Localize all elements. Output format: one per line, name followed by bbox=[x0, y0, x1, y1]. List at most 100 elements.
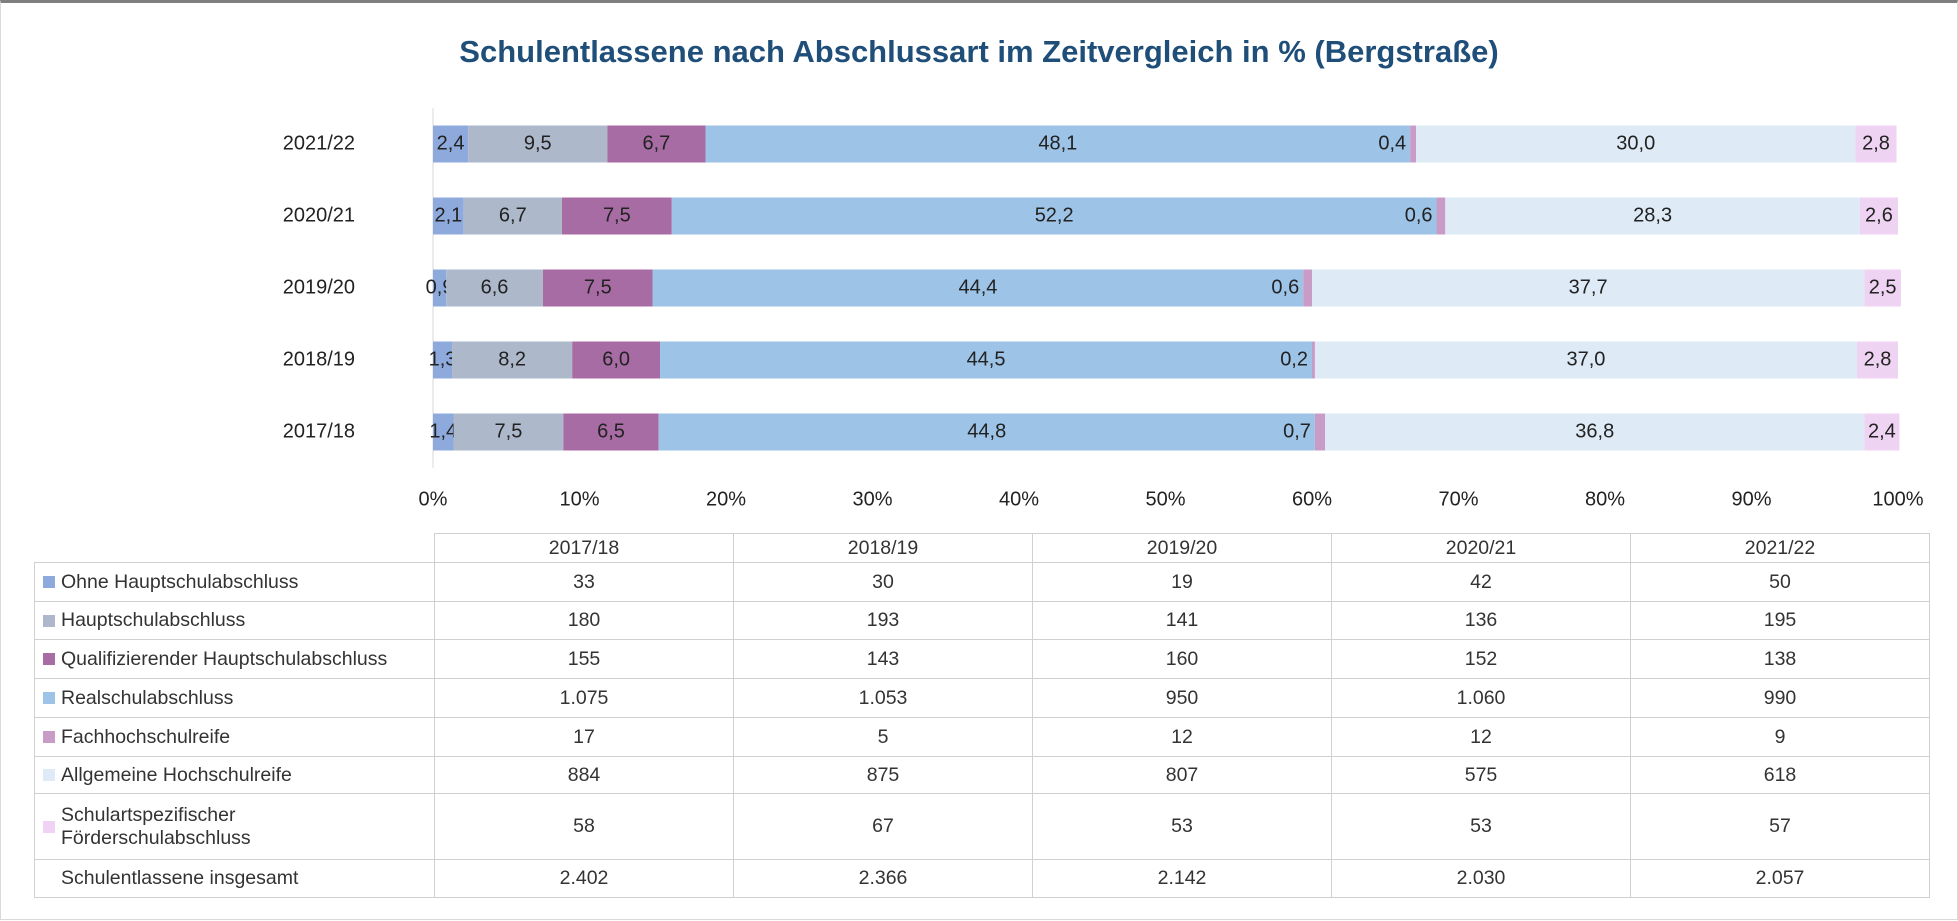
bar-segment bbox=[1416, 125, 1856, 163]
value-cell: 950 bbox=[1032, 678, 1332, 718]
bar-segment bbox=[1864, 269, 1901, 307]
value-cell: 30 bbox=[733, 562, 1033, 602]
x-tick-label: 90% bbox=[1731, 488, 1771, 510]
row-name-cell: Schulartspezifischer Förderschulabschlus… bbox=[34, 793, 435, 860]
value-cell: 67 bbox=[733, 793, 1033, 860]
data-label: 7,5 bbox=[495, 420, 523, 442]
data-label: 52,2 bbox=[1035, 204, 1074, 226]
bar-segment bbox=[1312, 341, 1315, 379]
data-label: 37,7 bbox=[1569, 276, 1608, 298]
data-label: 0,6 bbox=[1405, 204, 1433, 226]
data-label: 28,3 bbox=[1633, 204, 1672, 226]
y-tick-label: 2019/20 bbox=[283, 276, 355, 298]
value-cell: 160 bbox=[1032, 639, 1332, 679]
bar-segment bbox=[1314, 341, 1857, 379]
bar-segment bbox=[705, 125, 1411, 163]
x-tick-label: 80% bbox=[1585, 488, 1625, 510]
y-tick-label: 2020/21 bbox=[283, 204, 355, 226]
table-row: Fachhochschulreife 17 5 12 12 9 bbox=[34, 717, 1930, 757]
legend-marker bbox=[43, 576, 55, 589]
legend-marker bbox=[43, 692, 55, 705]
y-tick-label: 2018/19 bbox=[283, 348, 355, 370]
value-cell: 807 bbox=[1032, 756, 1332, 794]
x-tick-label: 30% bbox=[852, 488, 892, 510]
chart-title: Schulentlassene nach Abschlussart im Zei… bbox=[459, 34, 1498, 69]
data-label: 48,1 bbox=[1038, 132, 1077, 154]
value-cell: 33 bbox=[434, 562, 734, 602]
value-cell: 2.142 bbox=[1032, 859, 1332, 898]
value-cell: 53 bbox=[1331, 793, 1631, 860]
row-name-cell: Fachhochschulreife bbox=[34, 717, 435, 757]
bar-segment bbox=[1312, 269, 1865, 307]
value-cell: 990 bbox=[1630, 678, 1930, 718]
x-tick-label: 40% bbox=[999, 488, 1039, 510]
data-label: 0,7 bbox=[1283, 420, 1311, 442]
y-tick-label: 2017/18 bbox=[283, 420, 355, 442]
value-cell: 1.060 bbox=[1331, 678, 1631, 718]
bar-segment bbox=[572, 341, 661, 379]
data-label: 1,3 bbox=[429, 348, 457, 370]
value-cell: 57 bbox=[1630, 793, 1930, 860]
data-label: 37,0 bbox=[1566, 348, 1605, 370]
data-label: 0,4 bbox=[1378, 132, 1406, 154]
bar-segment bbox=[433, 269, 447, 307]
x-tick-label: 70% bbox=[1438, 488, 1478, 510]
bar-segment bbox=[671, 197, 1437, 235]
value-cell: 155 bbox=[434, 639, 734, 679]
value-cell: 50 bbox=[1630, 562, 1930, 602]
header-cell: 2018/19 bbox=[733, 533, 1033, 563]
bar-segment bbox=[1445, 197, 1860, 235]
value-cell: 12 bbox=[1331, 717, 1631, 757]
data-label: 8,2 bbox=[498, 348, 526, 370]
bar-segment bbox=[652, 269, 1304, 307]
legend-marker bbox=[43, 614, 55, 627]
data-label: 2,8 bbox=[1862, 132, 1890, 154]
value-cell: 12 bbox=[1032, 717, 1332, 757]
legend-label: Fachhochschulreife bbox=[61, 725, 231, 748]
corner-cell bbox=[35, 534, 435, 563]
x-tick-label: 60% bbox=[1292, 488, 1332, 510]
bar-segment bbox=[1855, 125, 1897, 163]
value-cell: 2.366 bbox=[733, 859, 1033, 898]
data-label: 7,5 bbox=[584, 276, 612, 298]
data-label: 6,5 bbox=[597, 420, 625, 442]
value-cell: 1.053 bbox=[733, 678, 1033, 718]
value-cell: 875 bbox=[733, 756, 1033, 794]
data-label: 1,4 bbox=[429, 420, 457, 442]
data-label: 30,0 bbox=[1616, 132, 1655, 154]
table-header-row: 2017/18 2018/19 2019/20 2020/21 2021/22 bbox=[35, 533, 1930, 563]
bar-segment bbox=[1864, 413, 1900, 451]
legend-marker bbox=[43, 653, 55, 666]
data-label: 6,7 bbox=[643, 132, 671, 154]
value-cell: 152 bbox=[1331, 639, 1631, 679]
data-label: 2,8 bbox=[1864, 348, 1892, 370]
data-label: 2,6 bbox=[1865, 204, 1893, 226]
table-row: Ohne Hauptschulabschluss 33 30 19 42 50 bbox=[34, 562, 1930, 602]
legend-marker bbox=[43, 731, 55, 744]
table-row: Schulentlassene insgesamt 2.402 2.366 2.142… bbox=[34, 859, 1930, 898]
x-tick-label: 10% bbox=[559, 488, 599, 510]
data-label: 6,7 bbox=[499, 204, 527, 226]
bar-segment bbox=[452, 341, 573, 379]
bar-segment bbox=[468, 125, 608, 163]
legend-label: Schulartspezifischer Förderschulabschlus… bbox=[61, 803, 251, 849]
bar-segment bbox=[1325, 413, 1865, 451]
legend-label: Allgemeine Hochschulreife bbox=[61, 763, 292, 786]
bar-segment bbox=[542, 269, 653, 307]
x-tick-label: 0% bbox=[419, 488, 448, 510]
data-label: 2,1 bbox=[434, 204, 462, 226]
value-cell: 53 bbox=[1032, 793, 1332, 860]
data-label: 6,0 bbox=[602, 348, 630, 370]
bar-segment bbox=[1859, 197, 1898, 235]
value-cell: 575 bbox=[1331, 756, 1631, 794]
bar-segment bbox=[658, 413, 1315, 451]
data-label: 0,2 bbox=[1280, 348, 1308, 370]
row-name-cell: Realschulabschluss bbox=[34, 678, 435, 718]
bar-segment bbox=[433, 125, 469, 163]
legend-label: Ohne Hauptschulabschluss bbox=[61, 570, 299, 593]
value-cell: 2.402 bbox=[434, 859, 734, 898]
value-cell: 2.057 bbox=[1630, 859, 1930, 898]
value-cell: 19 bbox=[1032, 562, 1332, 602]
bar-segment bbox=[1314, 413, 1326, 451]
row-name-cell: Allgemeine Hochschulreife bbox=[34, 756, 435, 794]
